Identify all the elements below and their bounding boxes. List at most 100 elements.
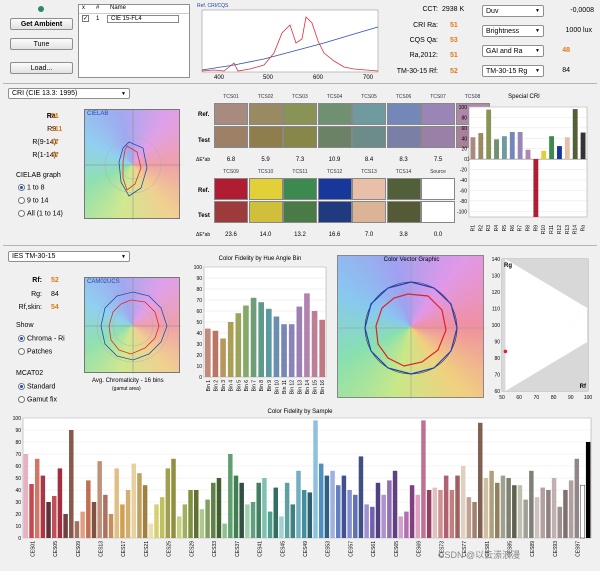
sample-bar [245, 504, 250, 538]
ra2012-value: 51 [450, 52, 458, 59]
hue-bin-title: Color Fidelity by Hue Angle Bin [218, 256, 302, 262]
sample-bar [540, 487, 545, 538]
list-header-x[interactable]: x [82, 5, 85, 11]
mcat-gamut-fix-option[interactable]: Gamut fix [18, 396, 57, 403]
sample-ytick: 100 [13, 416, 22, 422]
brightness-value: 1000 lux [565, 27, 592, 34]
list-checkbox[interactable]: ✓ [82, 15, 89, 22]
sample-ytick: 40 [15, 488, 21, 494]
sample-bar [205, 499, 210, 538]
reference-spectrum-line [201, 26, 379, 71]
cri-ra-stat-value: 51 [51, 113, 59, 120]
tm30-rg-select[interactable]: TM-30-15 Rg ▼ [482, 65, 544, 77]
source-list[interactable]: x # Name ✓ 1 CIE 15-FL4 [78, 4, 190, 78]
sample-xlabel: CES85 [507, 541, 513, 557]
cqs-qa-value: 53 [450, 37, 458, 44]
tcs-ref-swatch [248, 103, 283, 125]
sample-bar [483, 478, 489, 538]
sample-bar [318, 463, 324, 538]
sample-bar [574, 458, 580, 538]
sample-xlabel: CES41 [258, 541, 264, 557]
tcs-delta-e: 16.6 [328, 232, 341, 238]
tcs-name: TCS13 [361, 169, 377, 175]
special-cri-xlabel: R5 [502, 225, 508, 232]
sample-bar [194, 490, 199, 538]
special-cri-ytick: -40 [460, 178, 467, 184]
hue-bin-xlabel: Bin 10 [274, 380, 280, 394]
get-ambient-button[interactable]: Get Ambient [10, 18, 73, 30]
hue-bin-bar [227, 322, 234, 377]
watermark-text: CSDN @以云潫浪漫 [438, 550, 521, 560]
sample-bar [86, 480, 91, 538]
special-cri-xlabel: R7 [518, 225, 524, 232]
special-cri-bar [494, 139, 499, 160]
sample-bar [449, 490, 455, 538]
tcs-name: TCS03 [292, 94, 308, 100]
rf-rg-ytick: 70 [494, 373, 500, 379]
sample-xlabel: CES01 [30, 541, 36, 557]
special-cri-ytick: -100 [457, 209, 467, 215]
sample-ytick: 20 [15, 512, 21, 518]
ambient-indicator [38, 6, 44, 12]
list-item[interactable]: ✓ 1 CIE 15-FL4 [79, 14, 189, 23]
hue-bin-ytick: 20 [196, 353, 202, 359]
cri-method-select[interactable]: CRI (CIE 13.3: 1995) ▼ [8, 88, 130, 99]
special-cri-bar [486, 109, 492, 160]
cielab-option-9-14[interactable]: 9 to 14 [18, 197, 48, 204]
list-header-name[interactable]: Name [110, 5, 127, 11]
sample-bar [495, 482, 500, 538]
rf-rg-chart: 140 130 120 110 100 90 80 70 60 50 60 70 80 90 100 Rg Rf [488, 255, 598, 405]
special-cri-ytick: 40 [461, 136, 467, 142]
sample-ytick: 70 [15, 452, 21, 458]
sample-bar [216, 478, 222, 538]
cielab-option-all[interactable]: All (1 to 14) [18, 210, 63, 217]
tm30-rf-label: TM-30-15 Rf: [396, 68, 438, 75]
gai-select[interactable]: GAI and Ra ▼ [482, 45, 544, 57]
load-button[interactable]: Load... [10, 62, 73, 74]
tm30-method-select[interactable]: IES TM-30-15 ▼ [8, 251, 130, 262]
spectrum-panel: Ref. CRI/CQS 400 500 600 700 [194, 3, 384, 83]
tcs-name: TCS12 [326, 169, 343, 175]
tcs-name: TCS06 [395, 94, 412, 100]
special-cri-bar [549, 136, 555, 160]
sample-bar [375, 482, 381, 538]
show-chroma-option[interactable]: Chroma - Ri [18, 335, 65, 342]
sample-bar [46, 502, 51, 538]
sample-bar [97, 461, 102, 538]
sample-bar [256, 482, 261, 538]
special-cri-bar [533, 159, 539, 217]
rf-rg-ytick: 110 [492, 307, 500, 313]
brightness-select[interactable]: Brightness ▼ [482, 25, 544, 37]
duv-select[interactable]: Duv ▼ [482, 5, 544, 17]
rf-rg-xtick: 60 [516, 395, 522, 401]
tcs-test-swatch [421, 201, 455, 223]
special-cri-bar [470, 137, 476, 160]
cielab-option-1-8[interactable]: 1 to 8 [18, 184, 45, 191]
color-vector-graphic: Color Vector Graphic [337, 255, 485, 399]
hue-bin-xlabel: Bin 1 [206, 380, 212, 392]
sample-bar [108, 514, 114, 538]
hue-bin-bar [250, 297, 257, 377]
list-item-name[interactable]: CIE 15-FL4 [107, 14, 179, 23]
right-metrics: Duv ▼ -0,0008 Brightness ▼ 1000 lux GAI an… [480, 3, 598, 81]
sample-bar [568, 480, 574, 538]
tcs-test-swatch [214, 201, 248, 223]
tcs-delta-e: 7.0 [364, 232, 374, 238]
hue-bin-ytick: 70 [196, 298, 202, 304]
sample-bar [267, 511, 273, 538]
sample-bar [114, 468, 119, 538]
sample-xlabel: CES09 [76, 541, 82, 557]
tcs-delta-e: 7.5 [433, 157, 443, 163]
tune-button[interactable]: Tune [10, 38, 73, 50]
tcs-name: TCS02 [257, 94, 274, 100]
gai-value: 48 [562, 47, 570, 54]
hue-bin-ytick: 10 [196, 364, 202, 370]
rf-skin-value: 54 [51, 304, 59, 311]
show-patches-option[interactable]: Patches [18, 348, 52, 355]
sample-xlabel: CES25 [167, 541, 173, 557]
mcat-standard-option[interactable]: Standard [18, 383, 55, 390]
special-cri-bar [501, 136, 507, 160]
hue-bin-ytick: 30 [196, 342, 202, 348]
list-header-num[interactable]: # [96, 5, 100, 11]
sample-bar [239, 482, 244, 538]
